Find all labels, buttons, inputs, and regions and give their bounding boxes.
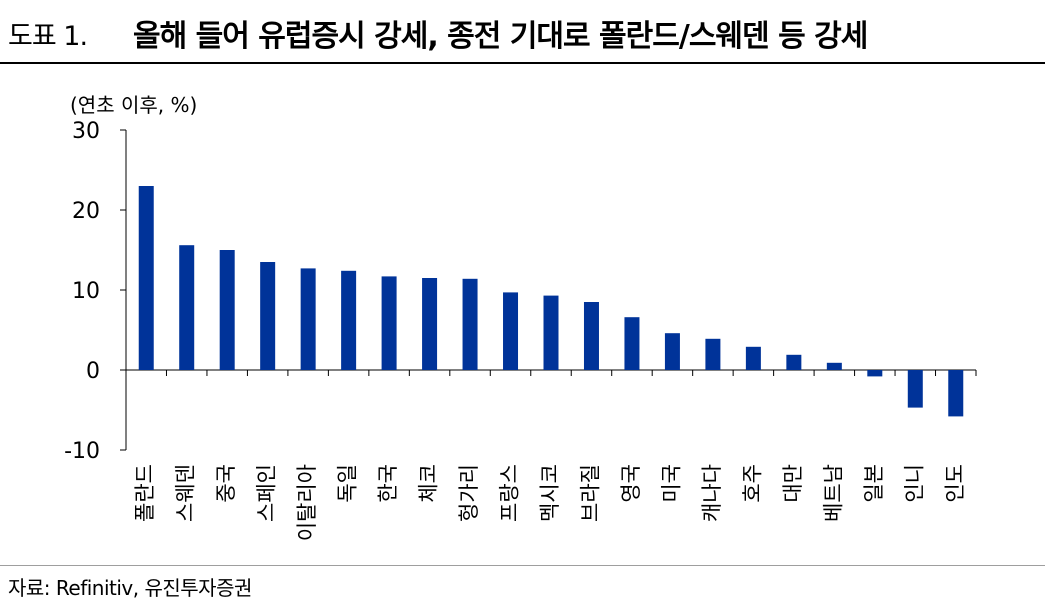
bar [503,292,519,370]
x-tick-label: 호주 [740,464,764,503]
x-tick-label: 브라질 [578,464,602,522]
bars [138,186,964,417]
x-tick-label: 프랑스 [498,464,522,522]
figure-label: 도표 1. [8,21,88,52]
header: 도표 1. 올해 들어 유럽증시 강세, 종전 기대로 폴란드/스웨덴 등 강세 [0,0,1045,68]
x-tick-label: 영국 [619,464,643,503]
bar [664,333,680,370]
x-axis [125,369,977,376]
bar [138,186,154,370]
x-tick-label: 미국 [659,464,683,503]
source-rule [0,565,1045,566]
y-tick-label: -10 [64,439,100,464]
bar [867,370,883,377]
bar [826,362,842,370]
x-tick-label: 인도 [943,464,967,503]
header-rule [0,62,1045,64]
x-tick-label: 스웨덴 [174,464,198,522]
y-tick-label: 20 [72,199,100,224]
bar [422,278,438,370]
bar [260,262,276,370]
bar-chart: (연초 이후, %) -10 0 10 20 30 폴란드 스웨덴 중국 스페인 이탈리아 독일 한… [64,93,977,541]
source-note: 자료: Refinitiv, 유진투자증권 [8,576,252,600]
y-tick-label: 10 [72,279,100,304]
bar [705,338,721,370]
bar [583,302,599,370]
x-tick-label: 스페인 [255,464,279,522]
x-tick-label: 이탈리아 [295,464,319,541]
bar [907,370,923,408]
y-tick-label: 0 [86,359,100,384]
x-tick-labels: 폴란드 스웨덴 중국 스페인 이탈리아 독일 한국 체코 헝가리 프랑스 멕시코 브라질 영국 미국 캐나다… [133,464,967,541]
x-tick-label: 폴란드 [133,464,157,522]
bar [381,276,397,370]
x-tick-label: 일본 [862,464,886,503]
bar [179,245,195,370]
bar [624,317,640,370]
x-tick-label: 헝가리 [457,464,481,522]
y-axis: -10 0 10 20 30 [64,119,127,464]
chart-title: 올해 들어 유럽증시 강세, 종전 기대로 폴란드/스웨덴 등 강세 [133,19,868,54]
y-axis-label: (연초 이후, %) [70,93,197,117]
bar [745,346,761,370]
bar [341,270,357,370]
bar [300,268,316,370]
x-tick-label: 한국 [376,464,400,503]
x-tick-label: 독일 [336,464,360,503]
y-tick-label: 30 [72,119,100,144]
x-tick-label: 체코 [417,464,441,503]
bar [543,295,559,370]
x-tick-label: 대만 [781,464,805,503]
x-tick-label: 중국 [214,464,238,503]
bar [786,354,802,370]
x-tick-label: 멕시코 [538,464,562,522]
x-tick-label: 베트남 [821,464,845,522]
bar [948,370,964,417]
bar [462,278,478,370]
x-tick-label: 인니 [902,464,926,503]
bar [219,250,235,370]
x-tick-label: 캐나다 [700,464,724,522]
